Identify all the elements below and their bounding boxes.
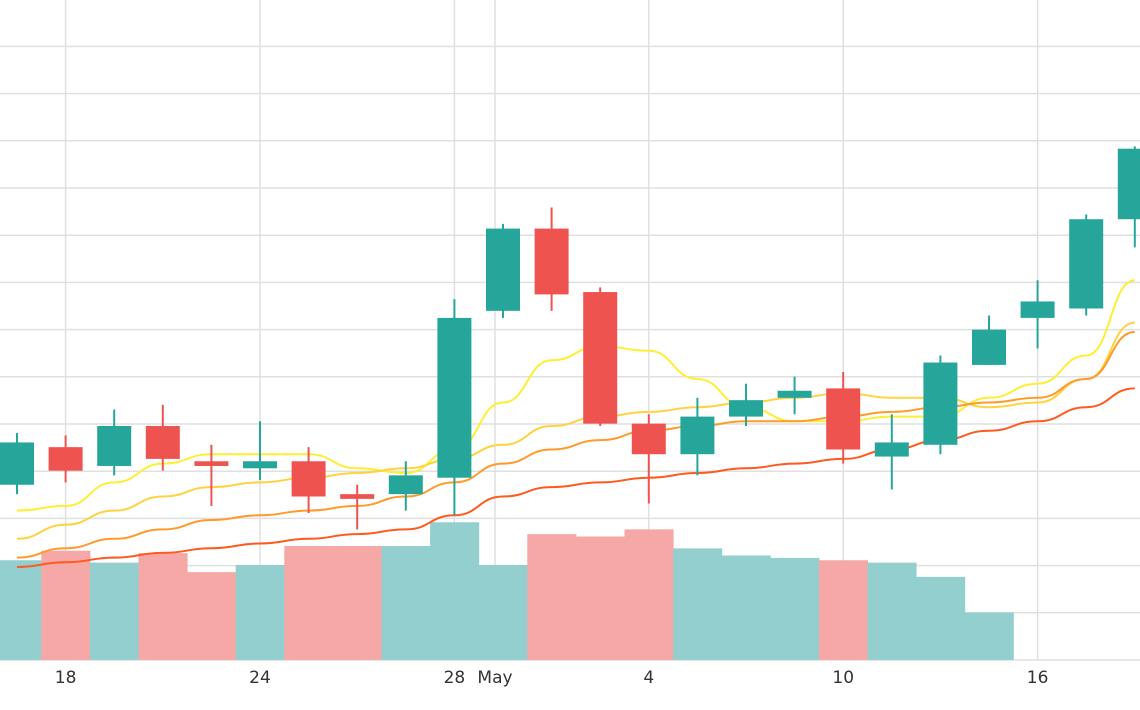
volume-bar bbox=[381, 546, 431, 660]
candle bbox=[777, 376, 812, 415]
volume-bar bbox=[624, 529, 674, 660]
moving-average-line-2 bbox=[16, 321, 1135, 540]
candle bbox=[486, 223, 520, 318]
candle-body bbox=[194, 461, 229, 466]
volume-bar bbox=[430, 522, 480, 660]
candle bbox=[534, 207, 569, 311]
candle bbox=[145, 404, 180, 471]
candle bbox=[826, 371, 861, 464]
candle-body bbox=[0, 442, 34, 485]
candle bbox=[1020, 280, 1055, 349]
candle-body bbox=[486, 228, 520, 311]
candle-body bbox=[729, 400, 763, 417]
volume-bar bbox=[770, 557, 820, 660]
candle bbox=[680, 397, 715, 476]
candle bbox=[194, 444, 229, 506]
candle-body bbox=[583, 292, 618, 424]
candle-body bbox=[777, 390, 812, 398]
candle bbox=[437, 299, 472, 516]
moving-average-line-3 bbox=[16, 331, 1135, 559]
volume-bar bbox=[235, 565, 285, 660]
volume-bar bbox=[0, 560, 42, 660]
x-tick-label: 16 bbox=[1027, 668, 1049, 688]
candle-body bbox=[826, 388, 861, 450]
x-axis: 18 24 28 May 4 10 16 bbox=[55, 668, 1049, 688]
candle-body bbox=[437, 317, 472, 478]
candle bbox=[631, 414, 666, 504]
candle-body bbox=[1020, 301, 1055, 318]
volume-bar bbox=[575, 536, 625, 660]
candle bbox=[874, 414, 909, 490]
volume-bar bbox=[138, 553, 188, 660]
candle-body bbox=[388, 475, 423, 495]
volume-bar bbox=[818, 560, 868, 660]
candle-body bbox=[145, 426, 180, 459]
candle-body bbox=[534, 228, 569, 295]
candle bbox=[1069, 214, 1104, 316]
candle-body bbox=[48, 447, 83, 471]
candle bbox=[340, 484, 375, 530]
volume-bar bbox=[527, 534, 577, 660]
x-tick-label: 18 bbox=[55, 668, 77, 688]
candle bbox=[97, 409, 132, 476]
candle-body bbox=[923, 362, 958, 445]
x-tick-label: 4 bbox=[643, 668, 654, 688]
candle-body bbox=[874, 442, 909, 457]
volume-bar bbox=[284, 546, 334, 660]
moving-average-line-1 bbox=[16, 279, 1135, 512]
volume-bar bbox=[187, 572, 237, 660]
volume-bar bbox=[332, 546, 382, 660]
candle-body bbox=[291, 461, 326, 497]
candle-body bbox=[972, 329, 1006, 365]
candle-body bbox=[243, 461, 277, 469]
volume-bar bbox=[89, 562, 139, 660]
candle bbox=[972, 315, 1006, 365]
candle bbox=[388, 461, 423, 511]
candle bbox=[583, 287, 618, 426]
candle bbox=[243, 421, 277, 481]
candle bbox=[48, 435, 83, 483]
volume-bar bbox=[916, 576, 966, 660]
candle bbox=[1117, 146, 1140, 248]
volume-bar bbox=[867, 562, 917, 660]
x-tick-label: 24 bbox=[249, 668, 271, 688]
candle-body bbox=[340, 494, 375, 499]
candle bbox=[0, 433, 34, 495]
volume-bar bbox=[478, 565, 528, 660]
candles bbox=[0, 146, 1140, 530]
candle-body bbox=[1117, 148, 1140, 220]
candle bbox=[729, 383, 763, 426]
x-tick-label: 28 bbox=[444, 668, 466, 688]
candle-body bbox=[680, 416, 715, 455]
volume-bar bbox=[964, 612, 1014, 660]
volume-bar bbox=[673, 548, 723, 660]
x-tick-label: 10 bbox=[832, 668, 854, 688]
volume-bar bbox=[41, 550, 91, 660]
volume-bar bbox=[721, 555, 771, 660]
candle bbox=[923, 355, 958, 455]
candle bbox=[291, 447, 326, 513]
x-tick-label: May bbox=[477, 668, 512, 688]
candle-body bbox=[631, 423, 666, 455]
candle-body bbox=[1069, 219, 1104, 309]
candle-body bbox=[97, 426, 132, 466]
volume-bars bbox=[0, 522, 1014, 660]
